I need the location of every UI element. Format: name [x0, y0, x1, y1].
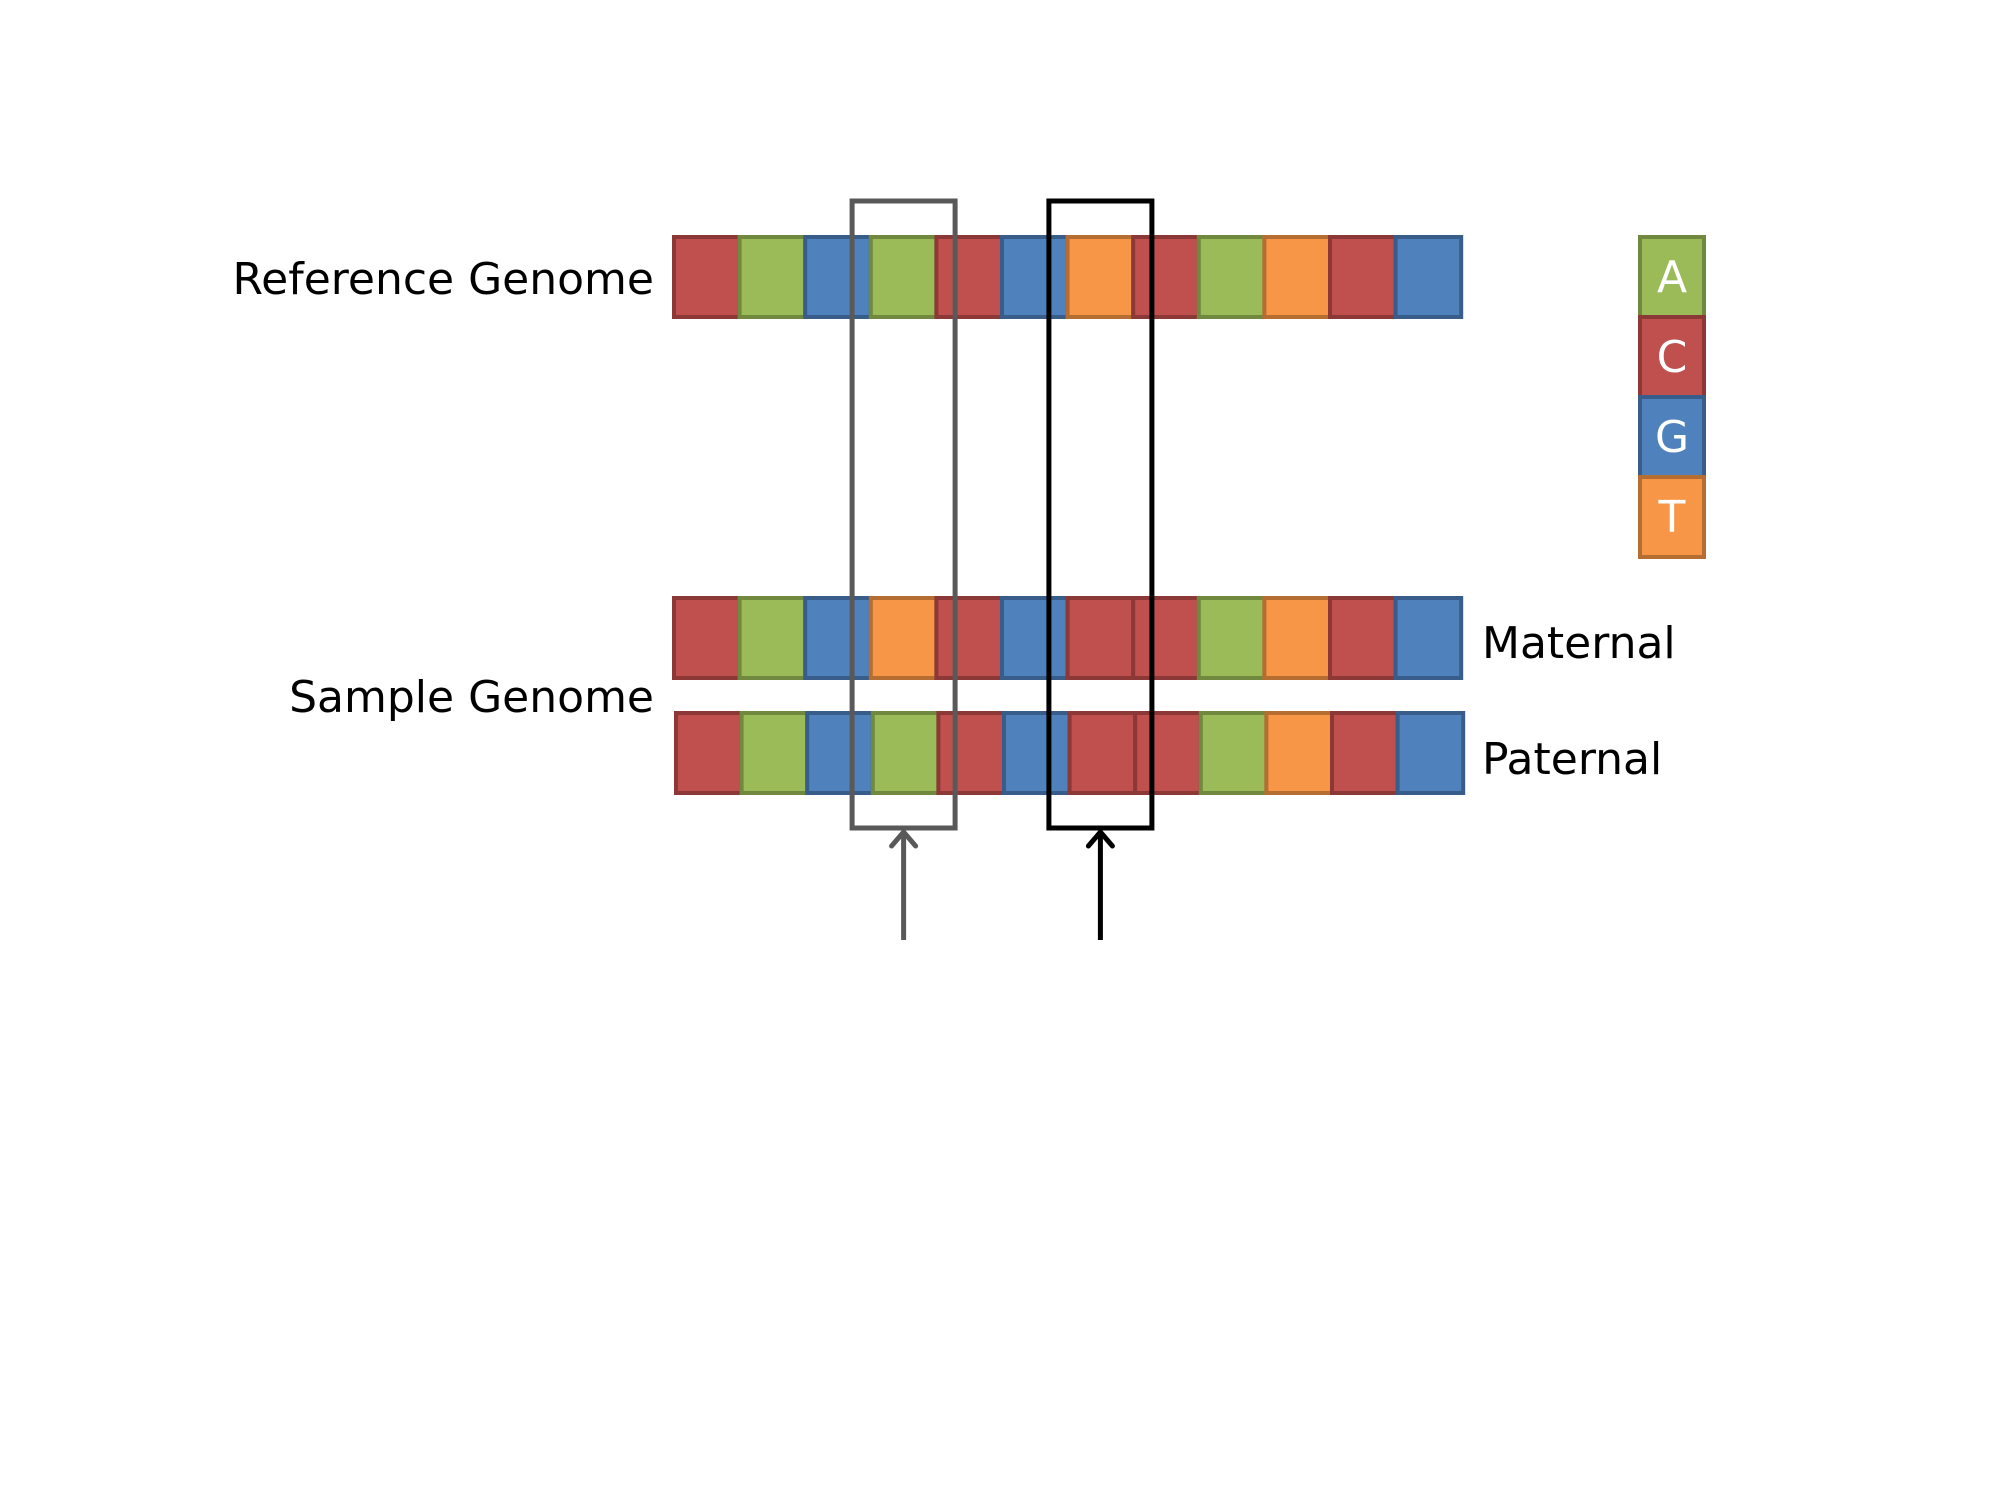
reference-base-cell — [1131, 235, 1201, 319]
paternal-label: Paternal — [1482, 734, 1663, 785]
maternal-base-cell — [1262, 596, 1333, 680]
highlight-box — [849, 198, 958, 831]
reference-sequence — [672, 235, 1464, 319]
homozygous-variant-box — [1046, 198, 1155, 940]
heterozygous-variant-box — [849, 198, 958, 940]
highlight-box — [1046, 198, 1155, 831]
legend-swatch-t — [1638, 475, 1706, 559]
legend-label-t: T — [1658, 492, 1686, 543]
maternal-base-cell — [934, 596, 1005, 680]
reference-base-cell — [934, 235, 1005, 319]
reference-base-cell — [1196, 235, 1267, 319]
paternal-base-cell — [870, 711, 941, 795]
paternal-sequence — [674, 711, 1466, 795]
legend-label-c: C — [1657, 332, 1688, 383]
paternal-base-cell — [1395, 711, 1466, 795]
maternal-base-cell — [803, 596, 873, 680]
paternal-base-cell — [936, 711, 1007, 795]
paternal-base-cell — [1067, 711, 1138, 795]
maternal-base-cell — [868, 596, 939, 680]
sample-genome-label: Sample Genome — [289, 672, 654, 723]
reference-base-cell — [1262, 235, 1333, 319]
reference-base-cell — [1328, 235, 1398, 319]
genome-rows — [672, 235, 1466, 795]
variant-highlights — [849, 198, 1155, 940]
reference-base-cell — [672, 235, 742, 319]
paternal-base-cell — [1133, 711, 1203, 795]
paternal-base-cell — [674, 711, 744, 795]
arrow-up-icon — [1085, 829, 1115, 849]
reference-base-cell — [1393, 235, 1464, 319]
maternal-base-cell — [672, 596, 742, 680]
maternal-base-cell — [1328, 596, 1398, 680]
maternal-base-cell — [1131, 596, 1201, 680]
reference-genome-label: Reference Genome — [232, 254, 654, 305]
paternal-base-cell — [1198, 711, 1269, 795]
reference-base-cell — [1065, 235, 1136, 319]
paternal-base-cell — [1002, 711, 1072, 795]
maternal-base-cell — [1000, 596, 1070, 680]
maternal-base-cell — [737, 596, 808, 680]
legend-label-a: A — [1657, 252, 1687, 303]
maternal-sequence — [672, 596, 1464, 680]
reference-base-cell — [803, 235, 873, 319]
maternal-label: Maternal — [1482, 618, 1676, 669]
arrow-up-icon — [889, 829, 919, 849]
paternal-base-cell — [1264, 711, 1335, 795]
paternal-base-cell — [805, 711, 875, 795]
maternal-base-cell — [1393, 596, 1464, 680]
legend-label-g: G — [1655, 412, 1689, 463]
maternal-base-cell — [1065, 596, 1136, 680]
paternal-base-cell — [1330, 711, 1400, 795]
paternal-base-cell — [739, 711, 810, 795]
maternal-base-cell — [1196, 596, 1267, 680]
reference-base-cell — [868, 235, 939, 319]
reference-base-cell — [737, 235, 808, 319]
reference-base-cell — [1000, 235, 1070, 319]
